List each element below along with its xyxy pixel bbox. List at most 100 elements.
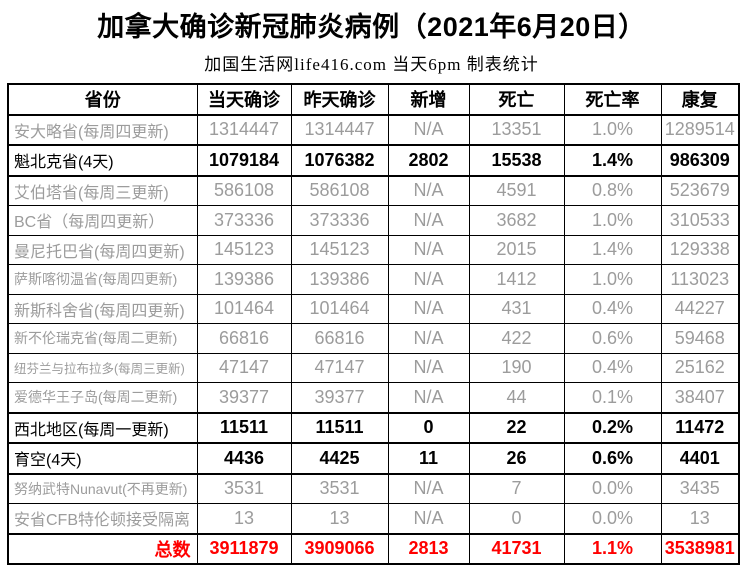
table-row: 新斯科舍省(每周四更新) 101464 101464 N/A 431 0.4% 44227	[7, 293, 740, 324]
value-cell: N/A	[387, 264, 470, 295]
col-header-today: 当天确诊	[196, 83, 292, 116]
value-cell: 1.0%	[563, 264, 662, 295]
table-row: 纽芬兰与拉布拉多(每周三更新) 47147 47147 N/A 190 0.4% 25162	[7, 352, 740, 383]
value-cell: N/A	[387, 352, 470, 383]
header-row: 省份 当天确诊 昨天确诊 新增 死亡 死亡率 康复	[7, 83, 740, 116]
value-cell: 39377	[290, 382, 389, 413]
value-cell: 145123	[290, 234, 389, 265]
value-cell: 13	[290, 503, 389, 534]
value-cell: 2015	[468, 234, 565, 265]
province-cell: BC省（每周四更新）	[7, 205, 198, 236]
value-cell: 0.8%	[563, 175, 662, 206]
province-cell: 萨斯喀彻温省(每周四更新)	[7, 264, 198, 295]
value-cell: 1289514	[660, 114, 740, 146]
value-cell: N/A	[387, 114, 470, 146]
table-row: BC省（每周四更新） 373336 373336 N/A 3682 1.0% 310533	[7, 205, 740, 236]
value-cell: 11511	[196, 411, 292, 444]
table-row: 萨斯喀彻温省(每周四更新) 139386 139386 N/A 1412 1.0% 1130…	[7, 264, 740, 295]
value-cell: 26	[468, 442, 565, 475]
table-row: 安大略省(每周四更新) 1314447 1314447 N/A 13351 1.0% 128…	[7, 114, 740, 146]
value-cell: 38407	[660, 382, 740, 413]
value-cell: 22	[468, 411, 565, 444]
value-cell: 0.0%	[563, 503, 662, 534]
page-subtitle: 加国生活网life416.com 当天6pm 制表统计	[204, 55, 539, 74]
value-cell: 59468	[660, 323, 740, 354]
value-cell: 373336	[196, 205, 292, 236]
value-cell: 0.4%	[563, 352, 662, 383]
value-cell: 39377	[196, 382, 292, 413]
value-cell: 13	[660, 503, 740, 534]
col-header-death-rate: 死亡率	[563, 83, 662, 116]
value-cell: 1412	[468, 264, 565, 295]
value-cell: 986309	[660, 144, 740, 177]
value-cell: 11511	[290, 411, 389, 444]
col-header-recovered: 康复	[660, 83, 740, 116]
value-cell: 11472	[660, 411, 740, 444]
value-cell: 3531	[290, 473, 389, 504]
table-row: 魁北克省(4天) 1079184 1076382 2802 15538 1.4% 98630…	[7, 144, 740, 177]
value-cell: 431	[468, 293, 565, 324]
table-row: 新不伦瑞克省(每周二更新) 66816 66816 N/A 422 0.6% 59468	[7, 323, 740, 354]
value-cell: N/A	[387, 473, 470, 504]
value-cell: 11	[387, 442, 470, 475]
table-row: 艾伯塔省(每周三更新) 586108 586108 N/A 4591 0.8% 523679	[7, 175, 740, 206]
value-cell: N/A	[387, 503, 470, 534]
value-cell: 25162	[660, 352, 740, 383]
total-today-cell: 3911879	[196, 532, 292, 565]
value-cell: 2802	[387, 144, 470, 177]
value-cell: N/A	[387, 205, 470, 236]
value-cell: 113023	[660, 264, 740, 295]
value-cell: 47147	[196, 352, 292, 383]
value-cell: 66816	[290, 323, 389, 354]
value-cell: 101464	[290, 293, 389, 324]
value-cell: 139386	[196, 264, 292, 295]
value-cell: 3531	[196, 473, 292, 504]
value-cell: 0	[468, 503, 565, 534]
total-recovered-cell: 3538981	[660, 532, 740, 565]
table-row: 爱德华王子岛(每周二更新) 39377 39377 N/A 44 0.1% 38407	[7, 382, 740, 413]
value-cell: 3682	[468, 205, 565, 236]
value-cell: 586108	[196, 175, 292, 206]
value-cell: 139386	[290, 264, 389, 295]
table-row: 西北地区(每周一更新) 11511 11511 0 22 0.2% 11472	[7, 411, 740, 444]
value-cell: 13351	[468, 114, 565, 146]
value-cell: 4591	[468, 175, 565, 206]
value-cell: 1.4%	[563, 144, 662, 177]
province-cell: 爱德华王子岛(每周二更新)	[7, 382, 198, 413]
col-header-yesterday: 昨天确诊	[290, 83, 389, 116]
value-cell: 47147	[290, 352, 389, 383]
value-cell: 44	[468, 382, 565, 413]
total-label: 总数	[7, 532, 198, 565]
value-cell: 0.0%	[563, 473, 662, 504]
table-row: 努纳武特Nunavut(不再更新) 3531 3531 N/A 7 0.0% 3435	[7, 473, 740, 504]
province-cell: 魁北克省(4天)	[7, 144, 198, 177]
value-cell: 0	[387, 411, 470, 444]
value-cell: 13	[196, 503, 292, 534]
value-cell: 190	[468, 352, 565, 383]
total-yesterday-cell: 3909066	[290, 532, 389, 565]
value-cell: 4436	[196, 442, 292, 475]
value-cell: 310533	[660, 205, 740, 236]
value-cell: 145123	[196, 234, 292, 265]
col-header-new: 新增	[387, 83, 470, 116]
total-death-rate-cell: 1.1%	[563, 532, 662, 565]
value-cell: 4425	[290, 442, 389, 475]
page-title: 加拿大确诊新冠肺炎病例（2021年6月20日）	[97, 12, 646, 42]
province-cell: 努纳武特Nunavut(不再更新)	[7, 473, 198, 504]
value-cell: 0.4%	[563, 293, 662, 324]
value-cell: 1076382	[290, 144, 389, 177]
value-cell: 4401	[660, 442, 740, 475]
province-cell: 新不伦瑞克省(每周二更新)	[7, 323, 198, 354]
value-cell: 1.0%	[563, 114, 662, 146]
value-cell: N/A	[387, 323, 470, 354]
col-header-deaths: 死亡	[468, 83, 565, 116]
total-deaths-cell: 41731	[468, 532, 565, 565]
total-new-cell: 2813	[387, 532, 470, 565]
value-cell: 422	[468, 323, 565, 354]
province-cell: 安大略省(每周四更新)	[7, 114, 198, 146]
value-cell: 1.4%	[563, 234, 662, 265]
value-cell: 373336	[290, 205, 389, 236]
value-cell: 523679	[660, 175, 740, 206]
col-header-province: 省份	[7, 83, 198, 116]
province-cell: 新斯科舍省(每周四更新)	[7, 293, 198, 324]
